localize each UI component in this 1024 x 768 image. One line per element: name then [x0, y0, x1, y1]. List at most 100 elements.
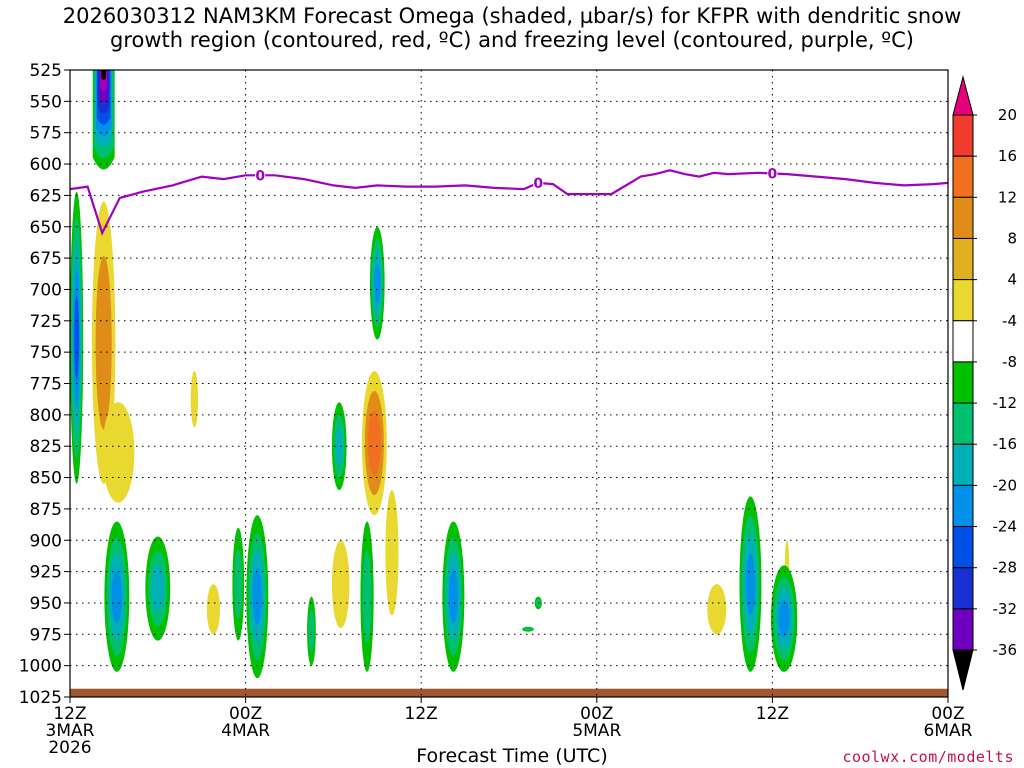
y-tick-label: 800 [30, 406, 62, 426]
omega-region [234, 549, 243, 619]
x-tick-label: 4MAR [221, 721, 270, 741]
colorbar-label: 8 [1007, 229, 1017, 247]
freezing-level-line [70, 169, 948, 236]
grid-lines [69, 69, 949, 698]
x-tick-label: 6MAR [924, 721, 973, 741]
y-axis: 525 550 575 600 625 650 675 700 725 750 775 800 825 8… [19, 61, 70, 708]
y-tick-label: 575 [30, 124, 62, 144]
colorbar-label: 4 [1007, 271, 1017, 289]
omega-region [745, 553, 756, 615]
omega-region [331, 540, 350, 629]
x-tick-label: 00Z [931, 704, 964, 724]
freezing-level-label: 0 [768, 166, 778, 182]
freezing-label-bg [255, 167, 266, 183]
omega-region [102, 402, 135, 503]
omega-region [778, 600, 790, 638]
colorbar-label: 20 [998, 106, 1017, 124]
y-tick-label: 625 [30, 186, 62, 206]
y-tick-label: 650 [30, 218, 62, 238]
colorbar-swatch [952, 484, 974, 528]
omega-region [367, 411, 381, 476]
colorbar-label: -36 [993, 641, 1018, 659]
colorbar-swatch [952, 196, 974, 239]
colorbar-swatch [952, 443, 974, 486]
x-tick-label: 00Z [229, 704, 262, 724]
y-tick-label: 875 [30, 500, 62, 520]
freezing-label-bg [767, 165, 778, 181]
omega-region [385, 490, 399, 616]
y-tick-label: 925 [30, 563, 62, 583]
y-tick-label: 525 [30, 61, 62, 81]
colorbar-swatch [952, 114, 974, 157]
colorbar-bottom-arrow [952, 649, 974, 691]
colorbar-label: -32 [993, 600, 1018, 618]
omega-shading [70, 70, 798, 679]
omega-region [335, 426, 344, 466]
colorbar-label: -16 [993, 435, 1018, 453]
omega-region [362, 550, 372, 643]
y-tick-label: 700 [30, 280, 62, 300]
omega-region [95, 255, 112, 430]
colorbar-swatch [952, 567, 974, 610]
omega-region [101, 70, 107, 80]
y-tick-label: 975 [30, 625, 62, 645]
colorbar-swatch [952, 279, 974, 322]
colorbar-label: 12 [998, 188, 1017, 206]
omega-region [74, 295, 79, 380]
colorbar-swatch [952, 526, 974, 569]
x-tick-label: 12Z [756, 704, 789, 724]
ground-layer [70, 688, 948, 697]
omega-region [523, 627, 533, 631]
colorbar-label: -24 [993, 518, 1018, 536]
x-tick-label: 2026 [48, 738, 91, 758]
colorbar-swatch [952, 361, 974, 404]
freezing-level-label: 0 [255, 168, 265, 184]
x-tick-label: 3MAR [46, 721, 95, 741]
omega-region [448, 570, 459, 623]
colorbar-label: 16 [998, 147, 1017, 165]
y-tick-label: 600 [30, 155, 62, 175]
omega-region [707, 584, 727, 635]
ground-band [70, 688, 948, 697]
freezing-level-layer: 0 0 0 [70, 165, 948, 236]
colorbar: 20 16 12 8 4 -4 -8 -12 -16 -20 -24 -28 -32 -36 [952, 75, 1018, 691]
colorbar-swatch [952, 237, 974, 281]
y-tick-label: 775 [30, 375, 62, 395]
colorbar-top-arrow [952, 75, 974, 116]
x-tick-label: 5MAR [572, 721, 621, 741]
colorbar-label: -4 [1002, 312, 1017, 330]
colorbar-swatch [952, 320, 974, 363]
y-tick-label: 1000 [19, 657, 62, 677]
y-tick-label: 675 [30, 249, 62, 269]
y-tick-label: 725 [30, 312, 62, 332]
y-tick-label: 750 [30, 343, 62, 363]
freezing-level-label: 0 [533, 176, 543, 192]
omega-region [308, 609, 315, 653]
chart-title: 2026030312 NAM3KM Forecast Omega (shaded… [62, 4, 962, 52]
omega-region [111, 570, 123, 623]
omega-region [190, 370, 199, 428]
colorbar-label: -28 [993, 559, 1018, 577]
colorbar-label: -20 [993, 476, 1018, 494]
omega-region [206, 584, 220, 635]
omega-region [374, 263, 381, 303]
y-tick-label: 550 [30, 92, 62, 112]
colorbar-swatch [952, 608, 974, 651]
x-tick-label: 12Z [405, 704, 438, 724]
omega-region [252, 568, 262, 626]
y-tick-label: 1025 [19, 688, 62, 708]
omega-region [151, 565, 165, 612]
colorbar-label: -8 [1002, 353, 1017, 371]
y-tick-label: 950 [30, 594, 62, 614]
freezing-label-bg [533, 174, 544, 190]
colorbar-label: -12 [993, 394, 1018, 412]
x-tick-label: 00Z [580, 704, 613, 724]
x-axis-label: Forecast Time (UTC) [416, 745, 608, 767]
colorbar-swatch [952, 402, 974, 445]
y-tick-label: 825 [30, 437, 62, 457]
site-credit: coolwx.com/modelts [842, 748, 1014, 766]
y-tick-label: 900 [30, 531, 62, 551]
y-tick-label: 850 [30, 469, 62, 489]
